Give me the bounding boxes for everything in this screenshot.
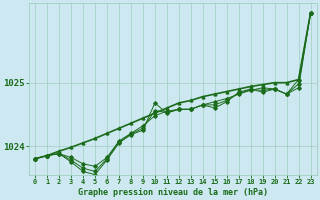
X-axis label: Graphe pression niveau de la mer (hPa): Graphe pression niveau de la mer (hPa) <box>78 188 268 197</box>
